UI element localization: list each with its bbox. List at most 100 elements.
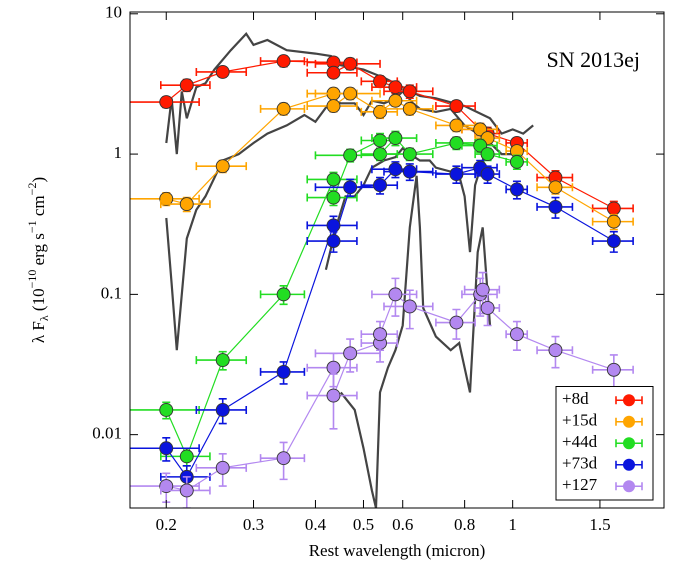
data-point: [326, 234, 341, 248]
y-label-part: (10: [29, 288, 48, 315]
data-point: [179, 449, 194, 464]
legend-label: +8d: [562, 389, 589, 408]
data-point: [326, 99, 341, 113]
data-point: [449, 118, 464, 133]
spectrum: [339, 175, 492, 508]
y-label-part: −10: [25, 270, 39, 289]
data-point: [373, 74, 387, 89]
data-point: [276, 364, 291, 379]
data-point: [326, 172, 341, 187]
data-point: [388, 80, 403, 95]
x-tick-label: 0.3: [243, 515, 264, 534]
data-point: [343, 180, 358, 195]
data-point: [159, 191, 174, 206]
data-point: [388, 93, 403, 108]
data-point: [449, 167, 464, 182]
data-point: [606, 234, 621, 248]
x-tick-label: 0.2: [156, 515, 177, 534]
data-point: [606, 362, 621, 377]
data-point: [159, 441, 174, 456]
y-label-part: −1: [25, 220, 39, 233]
data-point: [388, 131, 403, 146]
legend-label: +15d: [562, 411, 598, 430]
data-point: [548, 343, 563, 358]
y-label-part: λ F: [29, 321, 48, 343]
data-point: [215, 402, 230, 417]
data-point: [402, 164, 417, 179]
data-point: [326, 388, 341, 403]
data-point: [179, 78, 194, 93]
data-point: [343, 148, 358, 163]
y-axis-label: λ Fλ (10−10 erg s−1 cm−2): [25, 177, 51, 343]
x-tick-label: 0.6: [392, 515, 413, 534]
data-point: [606, 214, 621, 229]
data-point: [509, 182, 524, 197]
data-point: [276, 54, 291, 69]
data-point: [179, 197, 194, 212]
data-point: [402, 147, 417, 162]
y-label-part: −2: [25, 183, 39, 196]
series-line: [165, 60, 615, 209]
data-point: [373, 133, 387, 148]
data-point: [388, 162, 403, 177]
legend-marker: [623, 437, 635, 450]
data-point: [215, 353, 230, 368]
x-tick-label: 0.5: [353, 515, 374, 534]
data-point: [326, 65, 341, 80]
data-point: [276, 451, 291, 466]
data-point: [276, 287, 291, 302]
plot-frame: [129, 11, 665, 509]
data-point: [548, 180, 563, 195]
data-point: [480, 147, 495, 162]
data-point: [326, 360, 341, 375]
data-point: [215, 159, 230, 174]
data-point: [449, 315, 464, 330]
data-point: [509, 154, 524, 169]
data-point: [179, 483, 194, 498]
legend-marker: [623, 415, 635, 428]
legend-label: +127: [562, 475, 598, 494]
series-line: [165, 167, 615, 479]
data-point: [509, 327, 524, 342]
data-point: [159, 95, 174, 109]
data-point: [159, 402, 174, 417]
y-label-part: ): [29, 177, 48, 183]
data-point: [480, 167, 495, 182]
x-tick-label: 1.5: [589, 515, 610, 534]
y-tick-label: 1: [114, 143, 123, 162]
data-point: [343, 56, 358, 71]
data-point: [449, 99, 464, 113]
legend-marker: [623, 480, 635, 493]
x-tick-label: 0.8: [454, 515, 475, 534]
data-point: [326, 190, 341, 205]
y-tick-label: 10: [105, 3, 122, 22]
data-point: [402, 101, 417, 116]
y-label-part: cm: [29, 195, 48, 220]
x-axis-label: Rest wavelength (micron): [309, 541, 486, 560]
legend-label: +44d: [562, 432, 598, 451]
data-point: [480, 301, 495, 315]
y-label-part: erg s: [29, 233, 48, 270]
annotation: SN 2013ej: [547, 47, 641, 72]
data-point: [215, 65, 230, 79]
data-point: [606, 201, 621, 216]
data-point: [326, 218, 341, 233]
data-point: [159, 479, 174, 494]
plot-area: [130, 32, 634, 508]
x-tick-label: 1: [508, 515, 517, 534]
legend-marker: [623, 394, 635, 407]
data-point: [449, 136, 464, 150]
series-line: [166, 92, 615, 223]
data-point: [215, 460, 230, 475]
y-tick-label: 0.1: [101, 283, 122, 302]
y-tick-label: 0.01: [92, 424, 122, 443]
x-tick-label: 0.4: [305, 515, 327, 534]
data-point: [402, 299, 417, 314]
spectrum: [165, 32, 534, 155]
data-point: [373, 178, 387, 193]
series-line: [166, 288, 614, 492]
data-point: [402, 84, 417, 99]
data-point: [343, 346, 358, 361]
data-point: [475, 282, 490, 297]
